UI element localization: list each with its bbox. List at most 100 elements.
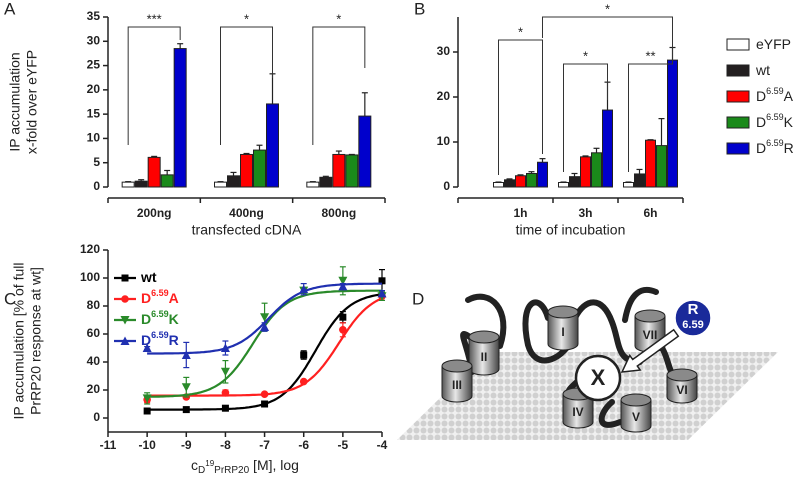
y-tick-label: 20 [87,382,101,396]
bar [214,181,227,188]
helix-label: I [561,325,564,339]
marker [299,377,308,386]
text-part: 6.59 [766,138,784,148]
text-part: D [141,332,151,348]
marker [338,281,348,291]
x-tick-label: 400ng [229,206,264,220]
x-tick-label: 1h [513,206,527,220]
legend-swatch [726,90,750,103]
marker [220,343,230,352]
bar [121,181,135,188]
x-axis-label: cD19PrRP20 [M], log [191,457,299,476]
marker [260,313,270,322]
significance-label: * [583,48,588,63]
bar [227,175,240,188]
marker [121,295,129,303]
helix-top [666,368,698,382]
marker [221,389,230,397]
y-axis-label: PrRP20 response at wt] [28,267,44,415]
y-tick-label: 15 [87,106,101,120]
legend-swatch [726,116,750,129]
text-part: K [169,311,179,327]
legend-label: wt [140,269,157,285]
legend-label: D6.59R [141,330,179,347]
bar [667,59,678,188]
bar [558,182,569,188]
text-part: D [198,465,205,476]
text-part: A [784,88,794,104]
marker [339,313,347,321]
marker [338,276,348,286]
text-part: 6.59 [151,309,169,319]
text-part: D [756,114,766,130]
x-tick-label: -4 [377,438,388,452]
y-tick-label: 20 [437,89,451,103]
residue-circle [674,299,712,337]
text-part: wt [140,269,157,285]
y-tick-label: 20 [87,82,101,96]
y-tick-label: 10 [437,134,451,148]
significance-bracket [220,26,273,145]
marker [300,351,308,359]
text-part: D [141,311,151,327]
bar [134,180,148,188]
y-tick-label: 40 [87,354,101,368]
x-tick-label: 200ng [137,206,172,220]
marker [378,277,386,285]
bar [504,179,515,188]
marker [182,406,190,414]
x-tick-label: 6h [643,206,657,220]
text-part: [M], log [249,457,299,473]
bar [645,139,656,188]
bar [266,103,279,188]
bar [493,182,504,188]
helix-label: IV [572,405,583,419]
bar [345,154,359,188]
text-part: D [756,88,766,104]
marker [260,390,269,399]
text-part: PrRP20 [214,465,249,476]
helix-top [441,359,473,373]
text-part: D [756,140,766,156]
residue-position: 6.59 [682,319,703,331]
bar [173,48,187,188]
x-tick-label: -8 [220,438,231,452]
y-tick-label: 80 [87,298,101,312]
text-part: 6.59 [766,112,784,122]
bar [306,181,320,188]
text-part: A [169,290,179,306]
ligand-circle [574,354,622,402]
legend-label: D6.59K [756,112,794,129]
marker [142,343,152,352]
text-part: 6.59 [151,330,169,340]
x-tick-label: -9 [181,438,192,452]
y-tick-label: 100 [80,270,100,284]
panel-label: A [4,0,16,18]
significance-bracket [127,26,181,145]
helix-top [620,393,652,407]
bar [537,161,548,188]
bar [526,173,537,188]
marker [261,400,269,408]
significance-label: * [244,11,249,26]
x-axis-label: time of incubation [516,222,626,238]
bar [147,156,161,188]
helix-top [634,309,666,323]
text-part: R [784,140,794,156]
significance-bracket [563,63,608,172]
bar [319,176,333,188]
text-part: wt [755,62,770,78]
text-part: K [784,114,794,130]
bar [656,145,667,188]
text-part: 19 [205,459,214,468]
significance-label: *** [147,11,162,26]
y-tick-label: 60 [87,326,101,340]
y-tick-label: 0 [93,410,100,424]
significance-bracket [498,39,543,175]
bar [602,109,613,188]
marker [120,336,130,345]
x-tick-label: 3h [578,206,592,220]
y-tick-label: 0 [443,179,450,193]
significance-label: * [605,1,610,16]
